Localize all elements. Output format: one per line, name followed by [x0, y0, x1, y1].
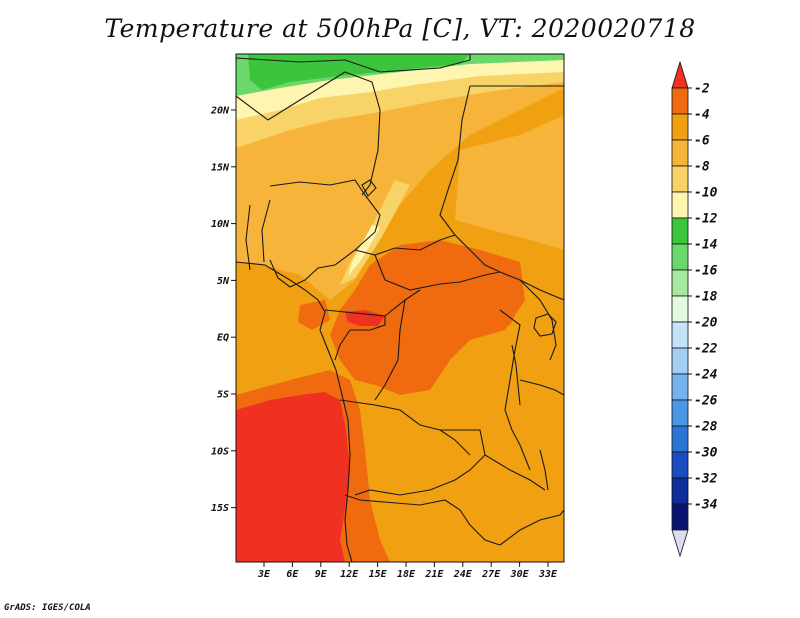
colorbar-label: -24: [694, 368, 718, 383]
colorbar-bottom-triangle: [671, 529, 689, 558]
colorbar-swatch: [671, 503, 689, 531]
colorbar-swatch: [671, 139, 689, 167]
country-borders: [236, 54, 564, 562]
border-niger-chad: [236, 71, 381, 196]
border-benin-togo: [245, 199, 271, 271]
colorbar-swatch: [671, 165, 689, 193]
colorbar-label: -16: [694, 264, 718, 279]
colorbar-swatch: [671, 243, 689, 271]
colorbar-label: -26: [694, 394, 718, 409]
lon-tick-label: 12E: [340, 569, 359, 580]
coastline-west: [236, 261, 353, 562]
colorbar-swatch: [671, 425, 689, 453]
border-zambia: [439, 429, 546, 491]
lake-chad: [361, 179, 377, 197]
border-botswana: [499, 509, 564, 546]
border-namibia: [344, 494, 501, 546]
lon-tick-label: 33E: [538, 569, 558, 580]
border-north-algeria-libya: [236, 54, 471, 73]
colorbar-label: -14: [694, 238, 718, 253]
field-deep-orange-center: [330, 240, 525, 395]
colorbar-label: -2: [694, 82, 710, 97]
field-light-orange-east: [455, 115, 564, 250]
lake-malawi: [539, 449, 549, 491]
lat-tick-label: 10N: [211, 219, 230, 230]
field-cream-streak: [348, 225, 380, 276]
field-red-southwest: [236, 392, 350, 562]
lat-tick-label: EQ: [217, 333, 229, 344]
longitude-axis: 3E 6E 9E 12E 15E 18E 21E 24E 27E 30E 33E: [257, 562, 558, 580]
lon-tick-label: 24E: [453, 569, 473, 580]
colorbar-swatch: [671, 295, 689, 323]
colorbar-label: -32: [694, 472, 718, 487]
colorbar-label: -22: [694, 342, 718, 357]
colorbar-swatch: [671, 87, 689, 115]
colorbar-label: -34: [694, 498, 718, 513]
colorbar-label: -4: [694, 108, 710, 123]
lon-tick-label: 9E: [315, 569, 328, 580]
lake-victoria: [533, 313, 557, 337]
lat-tick-label: 15N: [211, 162, 230, 173]
lake-tanganyika: [511, 344, 521, 406]
lat-tick-label: 5N: [217, 276, 230, 287]
lon-tick-label: 27E: [481, 569, 501, 580]
colorbar-label: -18: [694, 290, 718, 305]
field-green: [248, 54, 470, 90]
colorbar-label: -30: [694, 446, 718, 461]
lon-tick-label: 3E: [257, 569, 271, 580]
lon-tick-label: 18E: [397, 569, 416, 580]
temperature-field: [236, 54, 564, 562]
map-frame: [235, 53, 565, 563]
colorbar-label: -6: [694, 134, 710, 149]
colorbar-label: -8: [694, 160, 710, 175]
lon-tick-label: 21E: [424, 569, 444, 580]
lat-tick-label: 15S: [211, 503, 229, 514]
border-chad-sudan: [439, 85, 564, 301]
border-drc-east: [499, 309, 531, 471]
colorbar-swatch: [671, 399, 689, 427]
grads-credit: GrADS: IGES/COLA: [4, 603, 91, 613]
border-gabon-congo: [324, 309, 386, 361]
colorbar-swatch: [671, 347, 689, 375]
border-car-drc: [374, 254, 501, 291]
colorbar-label: -10: [694, 186, 718, 201]
border-nigeria: [269, 179, 381, 288]
lat-tick-label: 20N: [210, 106, 230, 117]
colorbar-swatch: [671, 191, 689, 219]
lon-tick-label: 30E: [510, 569, 530, 580]
colorbar-swatch: [671, 217, 689, 245]
colorbar-swatch: [671, 113, 689, 141]
colorbar-top-triangle: [671, 60, 689, 89]
lat-tick-label: 5S: [217, 390, 229, 401]
colorbar: -2 -4 -6 -8 -10 -12 -14 -16 -18 -20 -22 -24 -26 -28 -3…: [671, 60, 718, 558]
lon-tick-label: 15E: [369, 569, 388, 580]
lon-tick-label: 6E: [286, 569, 299, 580]
border-uganda-kenya: [519, 279, 557, 361]
chart-title: Temperature at 500hPa [C], VT: 202002071…: [104, 14, 696, 43]
colorbar-label: -20: [694, 316, 718, 331]
border-tanzania: [519, 379, 564, 396]
colorbar-swatch: [671, 269, 689, 297]
colorbar-swatch: [671, 321, 689, 349]
colorbar-swatch: [671, 373, 689, 401]
border-cameroon-car: [354, 234, 456, 256]
lat-tick-label: 10S: [211, 446, 229, 457]
colorbar-swatch: [671, 451, 689, 479]
colorbar-label: -12: [694, 212, 718, 227]
border-congo-drc: [374, 289, 421, 401]
latitude-axis: 20N 15N 10N 5N EQ 5S 10S 15S: [210, 106, 236, 514]
field-red-equator: [345, 310, 385, 326]
colorbar-swatch: [671, 477, 689, 505]
colorbar-label: -28: [694, 420, 718, 435]
